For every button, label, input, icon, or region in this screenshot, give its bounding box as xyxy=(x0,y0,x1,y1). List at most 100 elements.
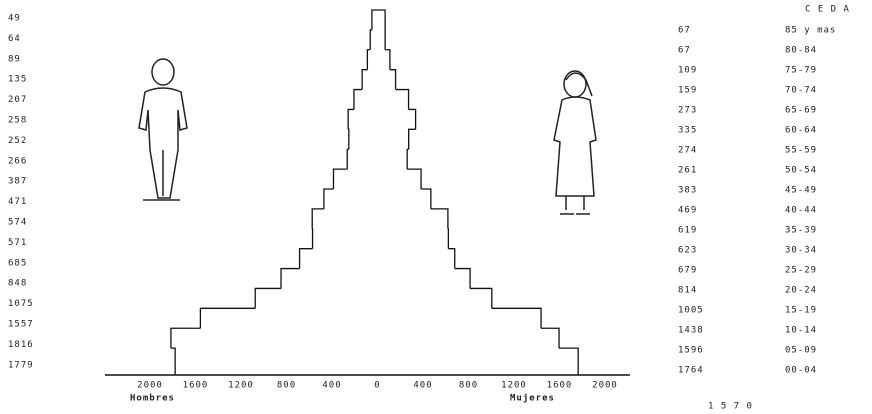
data-label: 1816 xyxy=(8,340,34,350)
bar-edge xyxy=(255,288,281,308)
category-label: 20-24 xyxy=(785,286,817,296)
chart: C E D A 1 5 7 0 2000 1600 1200 800 400 0 400 80… xyxy=(0,0,872,414)
bar-edge xyxy=(354,90,362,110)
data-label: 261 xyxy=(678,166,697,176)
bar-edge xyxy=(431,209,448,229)
data-label: 109 xyxy=(678,66,697,76)
data-label: 1438 xyxy=(678,326,704,336)
legend-label: Hombres xyxy=(130,394,175,404)
category-label: 55-59 xyxy=(785,146,817,156)
category-label: 35-39 xyxy=(785,226,817,236)
bar-edge xyxy=(200,308,255,328)
category-label: 40-44 xyxy=(785,206,817,216)
category-label: 65-69 xyxy=(785,106,817,116)
bar-edge xyxy=(407,149,408,169)
bar-edge xyxy=(455,269,470,289)
data-label: 252 xyxy=(8,136,27,146)
bar-edge xyxy=(448,249,454,269)
data-label: 266 xyxy=(8,156,27,166)
man-figure xyxy=(139,59,187,200)
category-label: 80-84 xyxy=(785,46,817,56)
data-label: 619 xyxy=(678,226,697,236)
data-label: 469 xyxy=(678,206,697,216)
bar-edge xyxy=(367,50,370,70)
category-label: 75-79 xyxy=(785,66,817,76)
bar-edge xyxy=(324,189,334,209)
data-label: 64 xyxy=(8,34,21,44)
bar-edge xyxy=(541,328,559,348)
bar-edge xyxy=(407,169,421,189)
data-label: 274 xyxy=(678,146,697,156)
chart-header: C E D A xyxy=(805,5,850,15)
data-label: 679 xyxy=(678,266,697,276)
data-label: 685 xyxy=(8,258,27,268)
data-label: 335 xyxy=(678,126,697,136)
category-label: 50-54 xyxy=(785,166,817,176)
data-label: 89 xyxy=(8,54,21,64)
bar-edge xyxy=(409,129,416,149)
bar-edge xyxy=(421,189,431,209)
bar-edge xyxy=(362,70,367,90)
data-label: 848 xyxy=(8,279,27,289)
category-label: 85 y mas xyxy=(785,26,836,36)
bar-edge xyxy=(333,169,347,189)
bar-edge xyxy=(300,249,313,269)
bar-edge xyxy=(378,10,386,30)
data-label: 623 xyxy=(678,246,697,256)
data-label: 159 xyxy=(678,86,697,96)
data-label: 1557 xyxy=(8,320,34,330)
bar-edge xyxy=(390,70,396,90)
woman-figure xyxy=(554,71,596,214)
data-label: 571 xyxy=(8,238,27,248)
bar-edge xyxy=(396,90,409,110)
data-label: 49 xyxy=(8,14,21,24)
bar-edge xyxy=(312,209,324,229)
bar-edge xyxy=(370,30,372,50)
data-label: 574 xyxy=(8,218,27,228)
bar-edge xyxy=(409,109,416,129)
category-label: 25-29 xyxy=(785,266,817,276)
chart-year: 1 5 7 0 xyxy=(708,402,753,412)
category-label: 05-09 xyxy=(785,346,817,356)
data-label: 1779 xyxy=(8,360,34,370)
data-label: 67 xyxy=(678,26,691,36)
bar-edge xyxy=(171,348,175,368)
category-label: 60-64 xyxy=(785,126,817,136)
bar-edge xyxy=(559,348,578,368)
bar-edge xyxy=(470,288,492,308)
x-tick-label: 400 xyxy=(322,381,341,391)
data-label: 1764 xyxy=(678,366,704,376)
x-tick-label: 1200 xyxy=(501,381,527,391)
data-label: 1005 xyxy=(678,306,704,316)
category-label: 70-74 xyxy=(785,86,817,96)
data-label: 207 xyxy=(8,95,27,105)
x-tick-label: 800 xyxy=(459,381,478,391)
bar-edge xyxy=(372,10,378,30)
data-label: 814 xyxy=(678,286,697,296)
x-tick-label: 800 xyxy=(277,381,296,391)
bar-edge xyxy=(348,109,354,129)
data-label: 273 xyxy=(678,106,697,116)
x-tick-label: 1200 xyxy=(228,381,254,391)
bar-edge xyxy=(347,149,349,169)
data-label: 1075 xyxy=(8,299,34,309)
data-label: 383 xyxy=(678,186,697,196)
x-tick-label: 400 xyxy=(413,381,432,391)
data-label: 67 xyxy=(678,46,691,56)
bar-edge xyxy=(492,308,541,328)
x-tick-label: 0 xyxy=(374,381,380,391)
category-label: 10-14 xyxy=(785,326,817,336)
data-label: 135 xyxy=(8,75,27,85)
data-label: 258 xyxy=(8,116,27,126)
x-tick-label: 1600 xyxy=(547,381,573,391)
legend-label: Mujeres xyxy=(510,393,555,404)
data-label: 387 xyxy=(8,177,27,187)
x-tick-label: 2000 xyxy=(592,381,618,391)
category-label: 00-04 xyxy=(785,366,817,376)
data-label: 1596 xyxy=(678,346,704,356)
category-label: 45-49 xyxy=(785,186,817,196)
data-label: 471 xyxy=(8,197,27,207)
x-tick-label: 2000 xyxy=(137,381,163,391)
bar-edge xyxy=(281,269,300,289)
bar-edge xyxy=(171,328,200,348)
